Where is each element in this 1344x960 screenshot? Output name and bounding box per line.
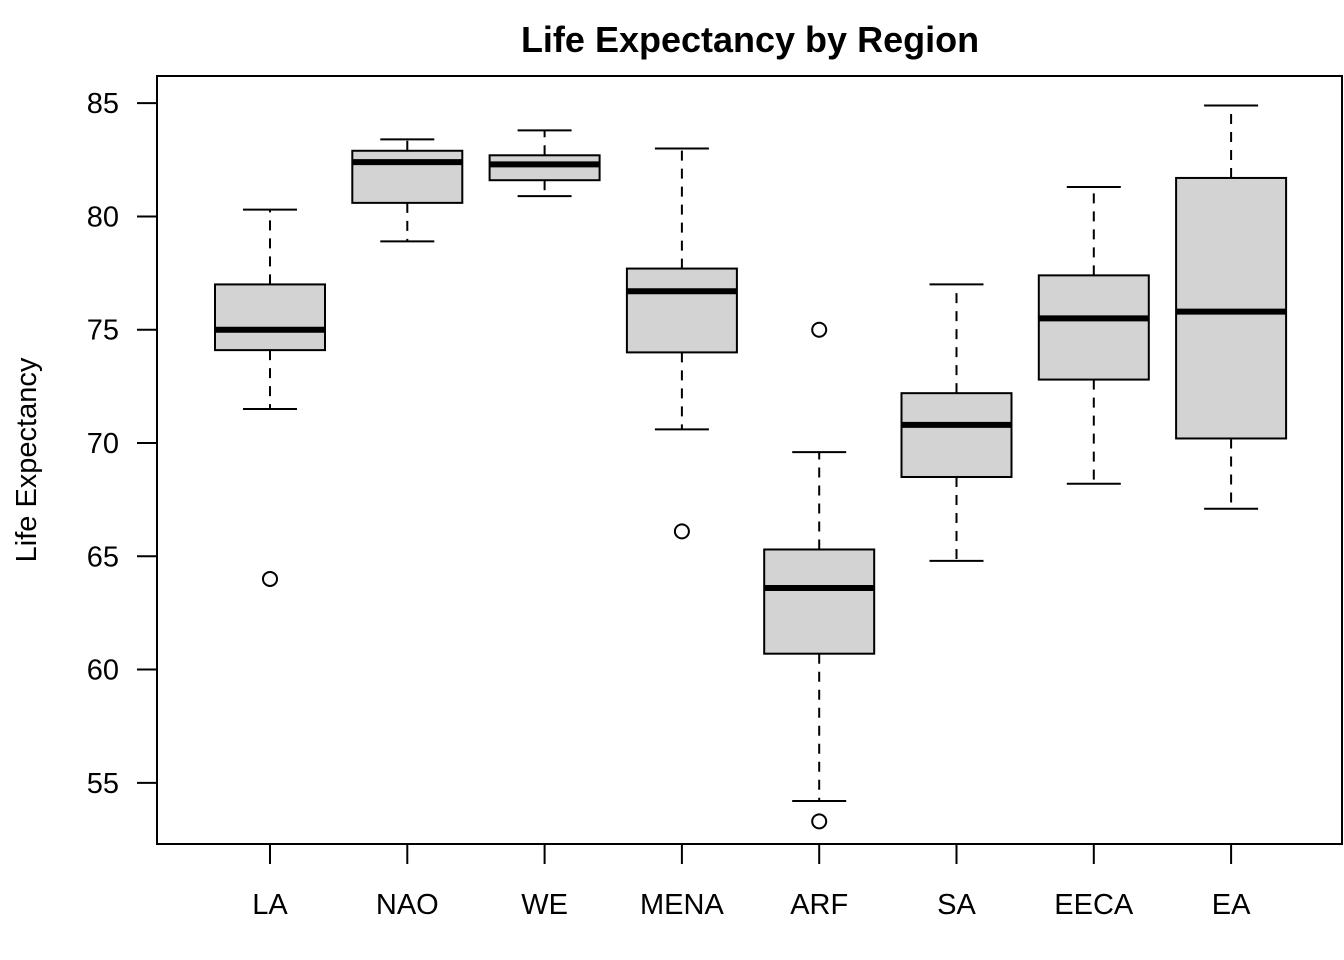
iqr-box: [351, 149, 464, 204]
chart-title: Life Expectancy by Region: [521, 19, 979, 60]
x-tick-label: ARF: [790, 889, 848, 921]
iqr-box: [1037, 274, 1150, 381]
x-tick-label: EA: [1212, 889, 1251, 921]
iqr-box: [214, 283, 326, 352]
plot-frame: [156, 75, 1343, 845]
iqr-box: [625, 267, 738, 354]
x-tick-label: NAO: [376, 889, 439, 921]
x-tick-label: MENA: [640, 889, 724, 921]
box-nao: [351, 138, 464, 243]
x-tick-label: SA: [937, 889, 976, 921]
y-tick-label: 65: [87, 541, 119, 573]
box-eeca: [1037, 186, 1150, 485]
boxes-group: [214, 104, 1288, 830]
x-tick-label: EECA: [1054, 889, 1134, 921]
y-tick-label: 85: [87, 88, 119, 120]
y-tick-label: 60: [87, 655, 119, 687]
box-we: [488, 129, 601, 198]
y-tick-label: 80: [87, 201, 119, 233]
box-sa: [900, 283, 1013, 562]
box-ea: [1175, 104, 1288, 510]
iqr-box: [763, 548, 876, 655]
y-tick-label: 75: [87, 315, 119, 347]
box-mena: [625, 147, 738, 540]
x-tick-label: WE: [521, 889, 568, 921]
outlier-point: [811, 813, 828, 830]
x-axis: LA NAO WE MENA ARF SA EECA EA: [252, 843, 1251, 921]
y-tick-label: 55: [87, 768, 119, 800]
outlier-point: [811, 321, 828, 338]
iqr-box: [900, 392, 1013, 478]
x-tick-label: LA: [252, 889, 288, 921]
outlier-point: [673, 523, 690, 540]
y-tick-label: 70: [87, 428, 119, 460]
outlier-point: [262, 570, 278, 587]
iqr-box: [488, 154, 601, 182]
y-axis-label: Life Expectancy: [11, 357, 43, 562]
y-axis: 55 60 65 70 75 80 85: [87, 88, 158, 800]
iqr-box: [1175, 176, 1288, 440]
box-la: [214, 208, 326, 587]
box-arf: [763, 321, 876, 830]
